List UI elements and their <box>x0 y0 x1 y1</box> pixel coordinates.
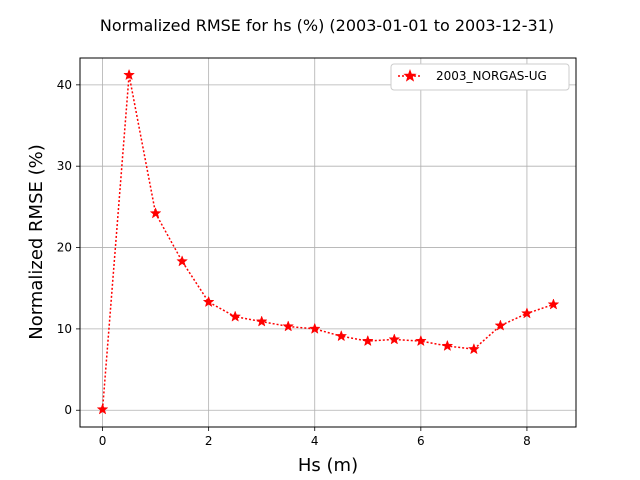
data-point-star <box>229 310 242 322</box>
data-point-star <box>123 68 135 81</box>
ticks: 0 2 4 6 8 0 10 20 30 40 <box>57 78 531 448</box>
data-point-star <box>521 307 533 319</box>
data-point-star <box>414 334 427 347</box>
x-tick-label: 6 <box>417 434 425 448</box>
y-tick-label: 10 <box>57 322 72 336</box>
y-tick-label: 0 <box>64 403 72 417</box>
data-point-star <box>388 333 401 345</box>
legend: 2003_NORGAS-UG <box>390 63 570 91</box>
data-point-star <box>176 255 189 267</box>
y-tick-label: 40 <box>57 78 72 92</box>
data-point-star <box>467 343 480 355</box>
data-point-star <box>361 334 374 347</box>
legend-marker-star <box>403 69 417 82</box>
data-point-star <box>335 329 348 342</box>
series-layer <box>96 68 560 415</box>
data-point-star <box>96 403 109 415</box>
y-axis-label: Normalized RMSE (%) <box>26 144 47 340</box>
data-point-star <box>149 207 162 219</box>
data-point-star <box>494 319 507 331</box>
x-tick-label: 4 <box>311 434 319 448</box>
x-tick-label: 0 <box>99 434 107 448</box>
x-tick-label: 8 <box>523 434 531 448</box>
y-tick-label: 30 <box>57 159 72 173</box>
data-point-star <box>441 339 454 352</box>
x-tick-label: 2 <box>205 434 213 448</box>
legend-label: 2003_NORGAS-UG <box>436 69 547 83</box>
chart-title: Normalized RMSE for hs (%) (2003-01-01 t… <box>100 16 554 35</box>
data-point-star <box>255 315 268 327</box>
series-line <box>101 74 554 410</box>
data-point-star <box>202 295 215 308</box>
y-tick-label: 20 <box>57 241 72 255</box>
data-point-star <box>282 320 295 332</box>
data-point-star <box>547 298 560 310</box>
data-point-star <box>308 322 321 334</box>
plot-frame <box>79 57 577 428</box>
x-axis-label: Hs (m) <box>298 455 358 476</box>
legend-box <box>390 63 570 91</box>
